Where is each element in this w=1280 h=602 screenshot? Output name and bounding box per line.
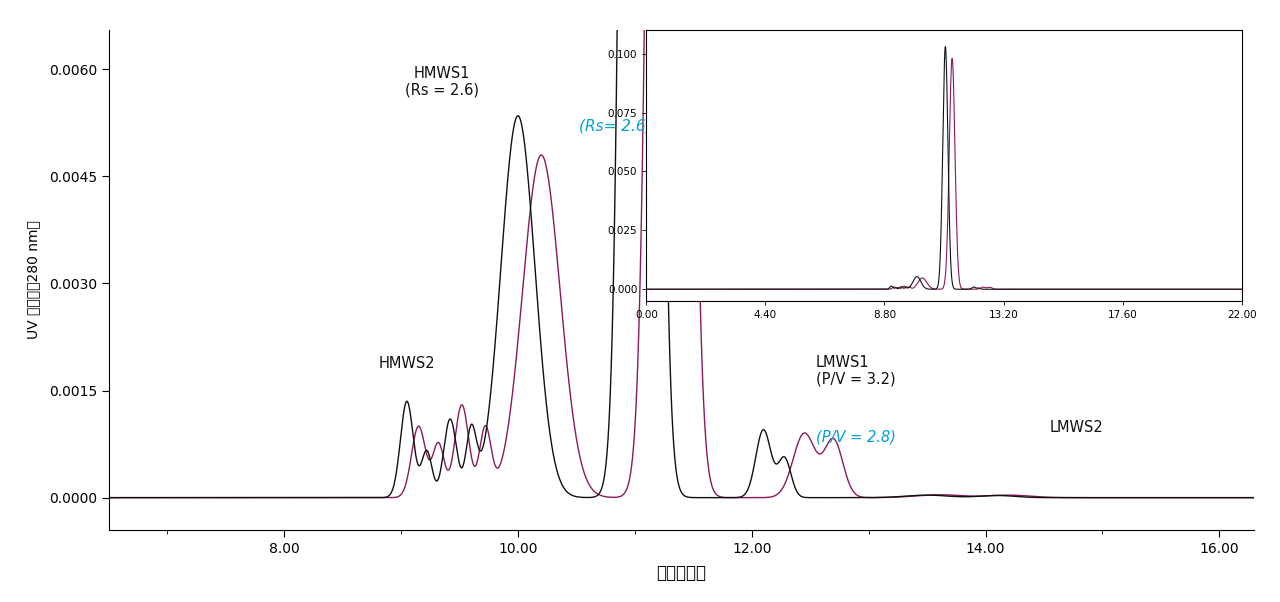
Text: (P/V = 2.8): (P/V = 2.8) bbox=[817, 429, 896, 444]
Text: LMWS1
(P/V = 3.2): LMWS1 (P/V = 3.2) bbox=[817, 355, 896, 387]
Y-axis label: UV 吸光度（280 nm）: UV 吸光度（280 nm） bbox=[27, 220, 41, 340]
X-axis label: 時間（分）: 時間（分） bbox=[657, 564, 707, 582]
Text: (Rs= 2.6): (Rs= 2.6) bbox=[579, 119, 652, 134]
Text: HMWS2: HMWS2 bbox=[379, 356, 435, 371]
Text: LMWS2: LMWS2 bbox=[1050, 420, 1103, 435]
Text: HMWS1
(Rs = 2.6): HMWS1 (Rs = 2.6) bbox=[404, 66, 479, 98]
